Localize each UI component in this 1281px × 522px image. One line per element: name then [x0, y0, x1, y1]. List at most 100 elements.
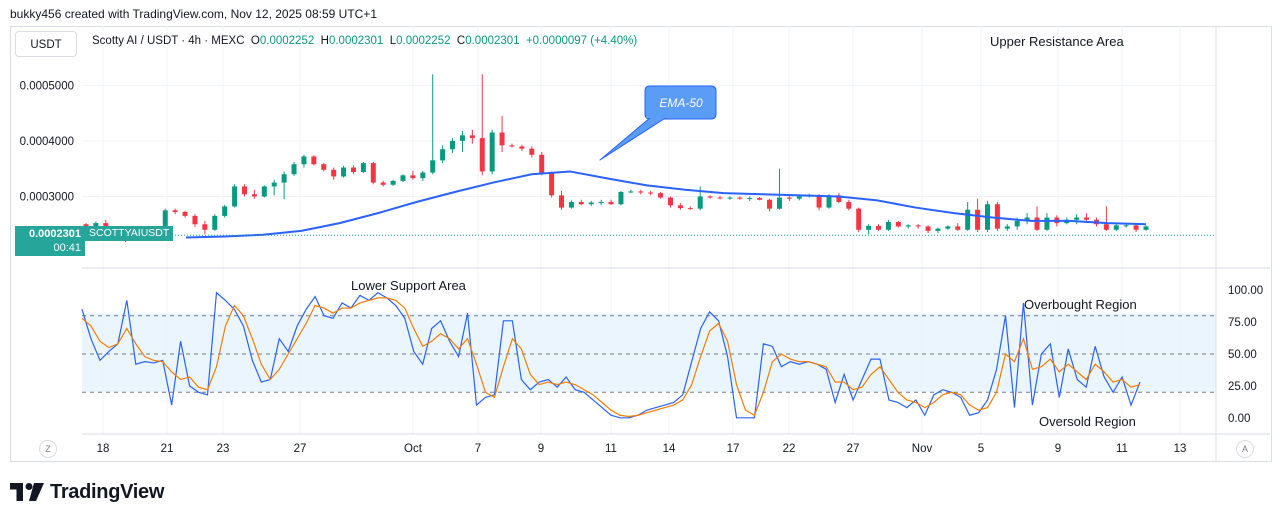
- candle-body: [172, 210, 178, 212]
- stoch-d-line: [81, 297, 1141, 418]
- candle-body: [925, 226, 931, 231]
- candle-body: [866, 225, 872, 230]
- last-price-value: 0.0002301: [29, 228, 81, 241]
- high-label: H: [320, 35, 329, 47]
- overbought-label: Overbought Region: [1024, 297, 1137, 312]
- candle-body: [905, 225, 911, 227]
- tradingview-logo[interactable]: TradingView: [10, 478, 164, 506]
- candle-body: [945, 226, 951, 229]
- close-value: 0.0002301: [465, 35, 520, 47]
- auto-scale-a-button[interactable]: A: [1236, 440, 1254, 458]
- candle-body: [202, 224, 208, 230]
- candle-body: [618, 192, 624, 205]
- candle-body: [1133, 225, 1139, 230]
- stoch-lines: [81, 291, 1141, 419]
- date-tick-label: 9: [538, 443, 544, 455]
- date-tick-label: 7: [475, 443, 481, 455]
- date-tick-label: 27: [847, 443, 860, 455]
- candle-body: [103, 223, 109, 229]
- candle-body: [1143, 226, 1149, 230]
- candle-body: [390, 180, 396, 185]
- price-axis: 0.0005000 0.0004000 0.0003000: [20, 80, 74, 203]
- stoch-band: [82, 313, 1216, 392]
- grid-lines: [82, 26, 1216, 434]
- candle-body: [469, 135, 475, 139]
- candle-body: [757, 198, 763, 200]
- candle-body: [796, 196, 802, 199]
- candle-body: [360, 163, 366, 172]
- candle-body: [549, 173, 555, 196]
- price-tick-label: 0.0004000: [20, 136, 74, 148]
- candle-body: [1084, 217, 1090, 220]
- stoch-tick-label: 50.00: [1228, 349, 1257, 361]
- date-tick-label: 11: [605, 443, 617, 455]
- date-tick-label: 21: [161, 443, 174, 455]
- date-tick-label: 27: [294, 443, 307, 455]
- stoch-axis: 100.00 75.00 50.00 25.00 0.00: [1228, 285, 1263, 425]
- last-price-badge: 0.0002301 00:41: [15, 226, 85, 257]
- date-tick-label: 9: [1055, 443, 1061, 455]
- candle-body: [410, 175, 416, 179]
- date-tick-label: 11: [1116, 443, 1128, 455]
- stoch-tick-label: 75.00: [1228, 317, 1257, 329]
- candle-body: [1044, 217, 1050, 230]
- date-tick-label: 14: [663, 443, 676, 455]
- candle-body: [786, 197, 792, 199]
- candle-body: [321, 164, 327, 170]
- date-tick-label: 17: [727, 443, 740, 455]
- candle-body: [648, 192, 654, 194]
- date-axis: 18 21 23 27 Oct 7 9 11 14 17 22 27 Nov 5 9 11 13: [97, 443, 1187, 455]
- bar-countdown: 00:41: [53, 242, 81, 255]
- candle-body: [519, 146, 525, 149]
- candle-body: [717, 197, 723, 199]
- candle-body: [1024, 217, 1030, 221]
- candle-body: [222, 206, 228, 216]
- currency-button[interactable]: USDT: [15, 31, 77, 57]
- high-value: 0.0002301: [328, 35, 384, 47]
- candle-body: [608, 202, 614, 205]
- candle-body: [1103, 224, 1109, 230]
- ema-callout-label: EMA-50: [659, 96, 703, 110]
- symbol-legend[interactable]: Scotty AI / USDT · 4h · MEXC O0.0002252 …: [92, 35, 637, 47]
- candle-body: [1034, 217, 1040, 230]
- candle-body: [559, 195, 565, 208]
- ema-callout: EMA-50: [599, 85, 717, 161]
- candle-body: [737, 197, 743, 199]
- close-label: C: [456, 35, 466, 47]
- change-value: +0.0000097 (+4.40%): [525, 35, 638, 47]
- open-value: 0.0002252: [259, 35, 315, 47]
- low-value: 0.0002252: [396, 35, 451, 47]
- date-tick-label: Oct: [404, 443, 423, 455]
- price-tick-label: 0.0003000: [20, 191, 74, 203]
- symbol-name: Scotty AI / USDT · 4h · MEXC: [92, 35, 245, 47]
- candle-body: [459, 135, 465, 141]
- candle-body: [539, 154, 545, 174]
- date-tick-label: 5: [978, 443, 984, 455]
- ema-line: [185, 170, 1147, 239]
- candle-body: [380, 182, 386, 185]
- candle-body: [450, 140, 456, 150]
- candle-body: [440, 149, 446, 161]
- upper-resistance-label: Upper Resistance Area: [990, 34, 1124, 49]
- candle-body: [767, 199, 773, 209]
- candle-body: [509, 145, 515, 147]
- candle-body: [1004, 226, 1010, 229]
- oversold-label: Oversold Region: [1039, 414, 1136, 429]
- timezone-z-button[interactable]: Z: [39, 440, 57, 458]
- candle-body: [687, 208, 693, 210]
- candle-body: [816, 195, 822, 208]
- candle-body: [232, 186, 238, 207]
- candle-body: [677, 205, 683, 209]
- candle-body: [271, 182, 277, 187]
- candle-body: [162, 210, 168, 235]
- candles: [83, 74, 1149, 242]
- candle-body: [915, 225, 921, 227]
- chart-frame: [10, 26, 1272, 462]
- price-tick-label: 0.0005000: [20, 80, 74, 92]
- candle-body: [776, 197, 782, 209]
- candle-body: [747, 198, 753, 200]
- candle-body: [588, 202, 594, 205]
- candle-body: [727, 197, 733, 199]
- stoch-tick-label: 25.00: [1228, 381, 1257, 393]
